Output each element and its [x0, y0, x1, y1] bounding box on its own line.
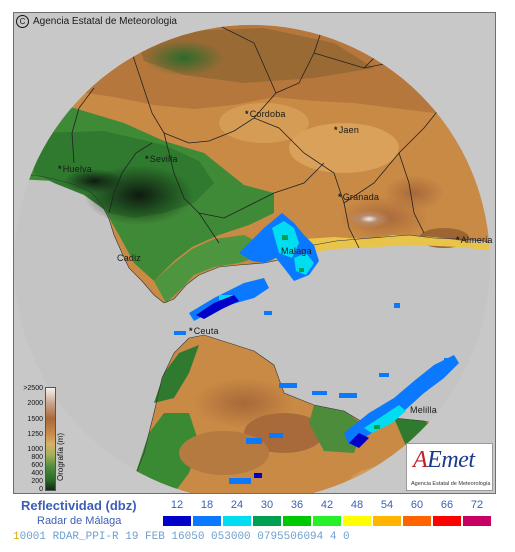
legend-value: 42	[320, 499, 334, 511]
legend-value: 54	[380, 499, 394, 511]
orography-colorbar	[45, 387, 56, 491]
city-ceuta: *Ceuta	[189, 326, 219, 336]
radar-map-frame: C Agencia Estatal de Meteorologia *Cordob…	[13, 12, 496, 494]
radar-name: Radar de Málaga	[37, 515, 122, 527]
legend-swatch	[223, 516, 251, 526]
aemet-logo: AEmet Agencia Estatal de Meteorología	[406, 443, 493, 491]
oro-tick: 200	[31, 478, 43, 485]
legend-swatch	[163, 516, 191, 526]
legend-swatch	[313, 516, 341, 526]
legend-swatch	[373, 516, 401, 526]
credit-label: C Agencia Estatal de Meteorologia	[16, 15, 177, 28]
city-cordoba: *Cordoba	[245, 109, 286, 119]
oro-tick: 1000	[27, 446, 43, 453]
city-granada: *Granada	[338, 192, 380, 202]
legend-title: Reflectividad (dbz)	[21, 498, 137, 513]
legend-swatch	[403, 516, 431, 526]
oro-tick: 800	[31, 454, 43, 461]
legend-value: 36	[290, 499, 304, 511]
oro-tick: 2000	[27, 400, 43, 407]
legend-value: 18	[200, 499, 214, 511]
oro-tick: 0	[39, 486, 43, 493]
legend-swatch	[463, 516, 491, 526]
radar-map	[14, 13, 495, 493]
legend-value: 24	[230, 499, 244, 511]
credit-text: Agencia Estatal de Meteorologia	[33, 16, 177, 28]
orography-scale: >2500 2000 1500 1250 1000 800 600 400 20…	[15, 383, 73, 493]
city-huelva: *Huelva	[58, 164, 92, 174]
status-line: 10001 RDAR_PPI-R 19 FEB 16050 053000 079…	[13, 531, 496, 544]
oro-tick: >2500	[23, 385, 43, 392]
orography-title: Orografía (m)	[56, 432, 65, 481]
legend-value: 48	[350, 499, 364, 511]
legend-value: 60	[410, 499, 424, 511]
legend-value: 30	[260, 499, 274, 511]
radar-echoes	[174, 213, 459, 484]
oro-tick: 600	[31, 462, 43, 469]
legend-swatch	[193, 516, 221, 526]
copyright-icon: C	[16, 15, 29, 28]
oro-tick: 1250	[27, 431, 43, 438]
legend-swatch	[253, 516, 281, 526]
city-cadiz: Cadiz	[117, 253, 142, 263]
legend-value: 72	[470, 499, 484, 511]
city-almeria: *Almeria	[456, 235, 493, 245]
status-indicator: 1	[13, 531, 20, 543]
legend-swatch	[433, 516, 461, 526]
status-text: 0001 RDAR_PPI-R 19 FEB 16050 053000 0795…	[19, 531, 350, 543]
legend-swatch	[283, 516, 311, 526]
legend-value: 66	[440, 499, 454, 511]
reflectivity-legend: Reflectividad (dbz) Radar de Málaga 12 1…	[13, 496, 496, 530]
legend-swatch	[343, 516, 371, 526]
city-malaga: Malaga	[281, 246, 312, 256]
legend-value: 12	[170, 499, 184, 511]
oro-tick: 1500	[27, 416, 43, 423]
oro-tick: 400	[31, 470, 43, 477]
city-sevilla: *Sevilla	[145, 154, 178, 164]
city-jaen: *Jaen	[334, 125, 360, 135]
city-melilla: Melilla	[410, 405, 437, 415]
